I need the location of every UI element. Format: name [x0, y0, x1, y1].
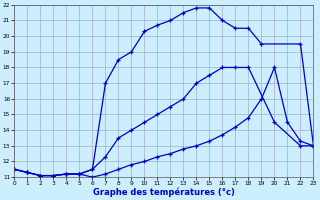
X-axis label: Graphe des températures (°c): Graphe des températures (°c)	[93, 188, 235, 197]
